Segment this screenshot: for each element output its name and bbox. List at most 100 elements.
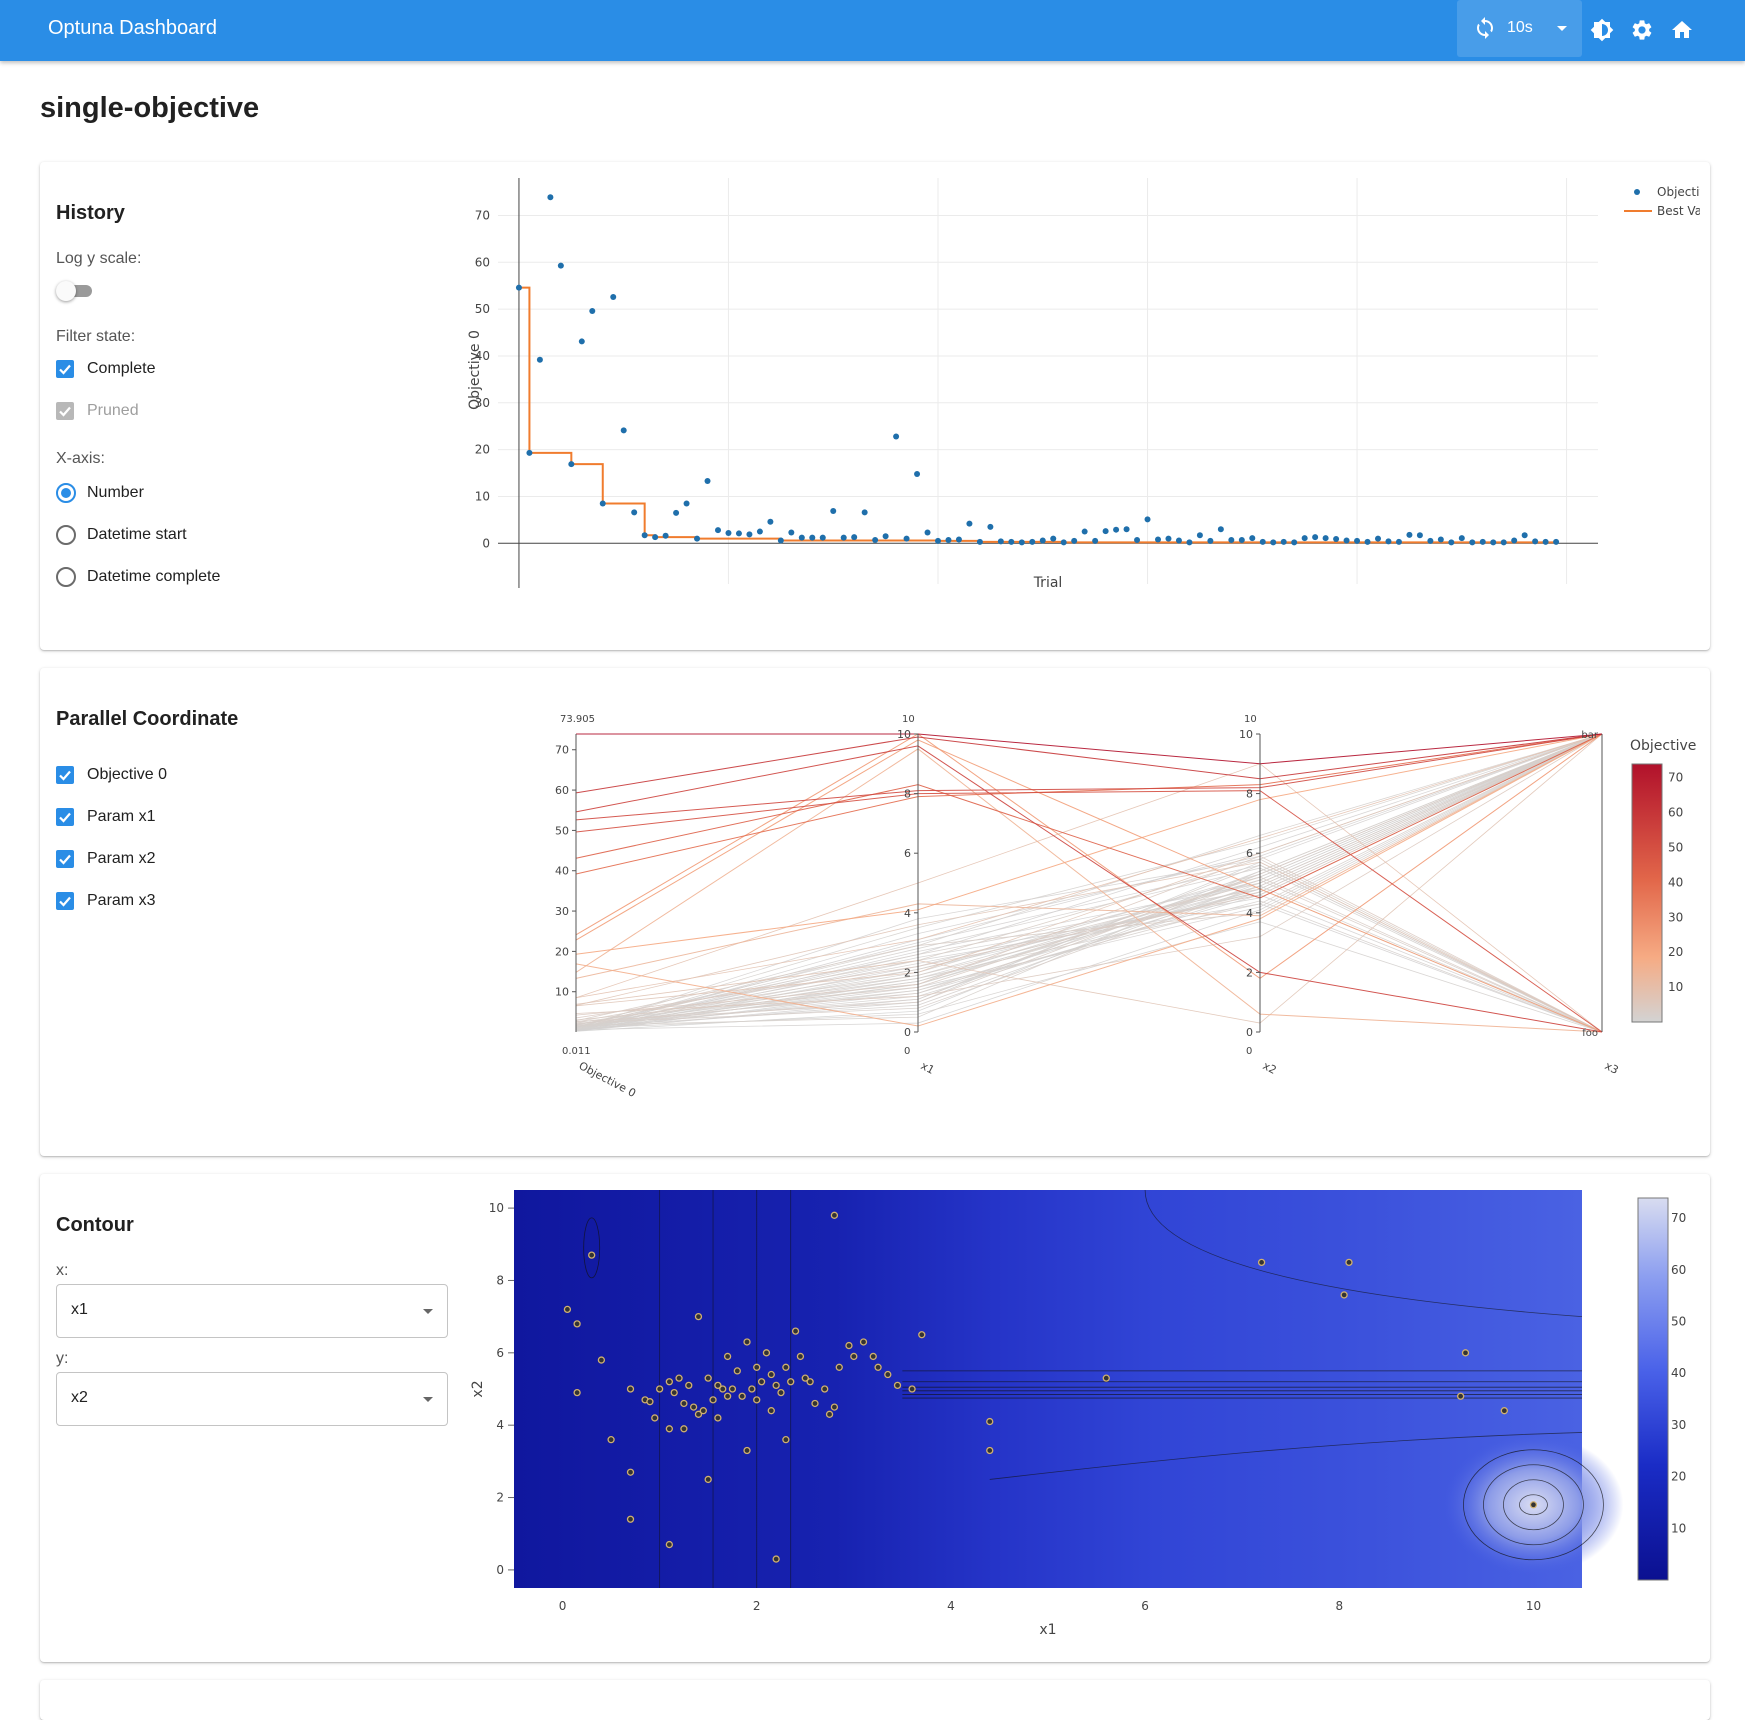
trial-point: [680, 1425, 688, 1433]
trial-line: [575, 733, 1603, 999]
trial-point: [733, 1367, 741, 1375]
trial-point: [743, 1446, 751, 1455]
trial-point: [806, 1378, 814, 1386]
objective-point: [735, 530, 742, 537]
trial-point: [782, 1436, 790, 1444]
axis-tick-label: 30: [555, 905, 569, 918]
objective-point: [819, 534, 826, 541]
trial-line: [575, 733, 1603, 1007]
objective-point: [1375, 535, 1381, 542]
objective-point: [1291, 539, 1298, 546]
y-tick-label: 0: [482, 536, 490, 550]
trial-point: [665, 1378, 673, 1386]
history-plot[interactable]: 0 10 20 30 40 50 60 70 Trial Objective 0 Objective…: [460, 162, 1700, 650]
trial-line: [575, 733, 1603, 1028]
trial-point: [1456, 1392, 1465, 1400]
best-value-line: [518, 286, 1557, 544]
trial-point: [767, 1370, 775, 1379]
axis-tick-label: 10: [555, 986, 569, 999]
objective-point: [987, 523, 994, 530]
trial-point: [782, 1363, 790, 1371]
objective-point: [1385, 538, 1392, 545]
category-tick-label: bar: [1581, 730, 1598, 741]
x-axis-label: X-axis:: [56, 450, 105, 467]
xaxis-datetime-start-label: Datetime start: [87, 526, 187, 543]
legend-objective-marker: [1634, 189, 1640, 195]
trial-point: [709, 1396, 717, 1404]
filter-state-label: Filter state:: [56, 328, 136, 345]
trial-line: [575, 855, 1603, 1033]
objective-point: [1081, 528, 1088, 535]
objective-point: [1301, 535, 1308, 542]
trial-point: [1340, 1291, 1348, 1299]
checkbox-checked-icon: [56, 402, 74, 420]
objective-point: [1500, 539, 1507, 546]
trial-point: [723, 1352, 732, 1361]
filter-complete-label: Complete: [87, 360, 156, 377]
axis-tick-label: 8: [904, 788, 911, 801]
objective-point: [1354, 537, 1361, 544]
colorbar-title: Objective 0: [1630, 738, 1700, 754]
y-tick-label: 30: [475, 396, 490, 410]
colorbar-tick-label: 20: [1671, 1470, 1686, 1484]
contour-x-value: x1: [71, 1301, 88, 1318]
contour-x-select[interactable]: x1: [56, 1284, 448, 1338]
objective-point: [1448, 539, 1455, 546]
trial-line: [575, 733, 1603, 955]
objective-point: [1406, 531, 1413, 538]
checkbox-checked-icon: [56, 360, 74, 378]
reload-interval-button[interactable]: 10s: [1457, 0, 1582, 57]
x-tick-label: 10: [1526, 1599, 1541, 1613]
objective-point: [1018, 539, 1025, 546]
trial-point: [743, 1338, 751, 1346]
log-scale-switch[interactable]: [56, 280, 94, 302]
trial-line: [575, 879, 1603, 1033]
y-tick-label: 40: [475, 349, 490, 363]
brightness-icon[interactable]: [1590, 18, 1614, 42]
objective-point: [631, 509, 638, 516]
axis-min-label: 0.011: [562, 1046, 591, 1057]
trial-line: [575, 733, 1603, 1032]
colorbar-tick-label: 60: [1668, 806, 1683, 820]
radio-selected-icon: [56, 483, 76, 503]
target-objective-label: Objective 0: [87, 766, 168, 783]
y-axis-title: x2: [470, 1380, 486, 1397]
objective-point: [1008, 538, 1015, 545]
target-x2-label: Param x2: [87, 850, 156, 867]
colorbar-tick-label: 70: [1671, 1211, 1686, 1225]
objective-point: [1186, 539, 1193, 546]
objective-point: [1238, 536, 1245, 543]
contour-plot[interactable]: 0 2 4 6 8 10 0 2 4 6 8 10 x1 x2 10 20 30 40 50 60 70: [460, 1174, 1700, 1662]
objective-point: [620, 427, 627, 434]
trial-point: [762, 1349, 771, 1357]
home-icon[interactable]: [1670, 18, 1694, 42]
contour-x-label: x:: [56, 1262, 69, 1279]
axis-max-label: 10: [902, 714, 915, 725]
objective-point: [788, 529, 795, 536]
y-tick-label: 10: [489, 1201, 504, 1215]
objective-point: [547, 194, 554, 201]
colorbar-tick-label: 10: [1668, 980, 1683, 994]
objective-point: [1532, 538, 1539, 545]
objective-point: [1029, 538, 1036, 545]
trial-line: [575, 733, 1603, 1026]
trial-point: [777, 1388, 785, 1397]
trial-point: [728, 1385, 737, 1393]
y-tick-label: 50: [475, 302, 490, 316]
dropdown-arrow-icon: [423, 1397, 433, 1402]
trial-point: [1257, 1258, 1266, 1267]
trial-line: [575, 739, 1603, 1033]
next-card: [40, 1680, 1710, 1720]
axis-title: x1: [919, 1059, 937, 1077]
y-tick-label: 0: [496, 1563, 504, 1577]
colorbar-tick-label: 70: [1668, 771, 1683, 785]
gear-icon[interactable]: [1630, 18, 1654, 42]
objective-point: [536, 356, 543, 363]
objective-point: [1427, 537, 1434, 544]
trial-point: [588, 1251, 596, 1259]
contour-y-select[interactable]: x2: [56, 1372, 448, 1426]
objective-point: [746, 531, 753, 538]
x-tick-label: 4: [947, 1599, 955, 1613]
objective-point: [893, 433, 900, 440]
